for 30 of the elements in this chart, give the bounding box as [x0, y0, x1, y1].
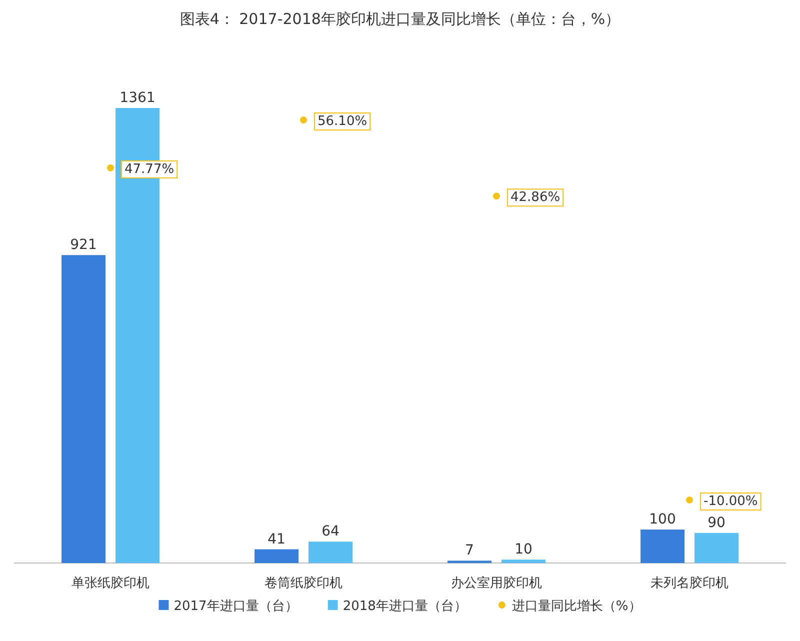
data-label: 90 [708, 514, 726, 531]
data-label: 56.10% [318, 114, 368, 129]
x-tick-label: 未列名胶印机 [650, 576, 728, 591]
data-label: 41 [268, 531, 286, 548]
data-label: 42.86% [510, 190, 560, 206]
bar [62, 255, 106, 563]
data-label: 921 [70, 237, 97, 254]
legend-label: 进口量同比增长（%） [512, 599, 642, 614]
chart-title: 图表4： 2017-2018年胶印机进口量及同比增长（单位：台，%） [180, 10, 620, 28]
bar [254, 549, 298, 563]
bar [640, 530, 684, 563]
data-label: 100 [649, 512, 676, 528]
x-tick-label: 卷筒纸胶印机 [264, 576, 342, 591]
legend-label: 2018年进口量（台） [342, 599, 467, 614]
data-label: 7 [465, 542, 474, 559]
point [493, 192, 500, 200]
data-label: 1361 [120, 90, 156, 106]
data-label: 47.77% [124, 162, 174, 177]
x-tick-label: 办公室用胶印机 [451, 575, 542, 591]
bar [308, 542, 352, 563]
point [300, 116, 307, 124]
data-label: -10.00% [704, 494, 758, 509]
bar [694, 532, 738, 563]
point [686, 496, 693, 504]
data-label: 10 [514, 542, 532, 558]
data-label: 64 [322, 524, 340, 540]
x-tick-label: 单张纸胶印机 [72, 576, 150, 591]
bar [502, 560, 546, 563]
legend-label: 2017年进口量（台） [174, 599, 298, 614]
point [107, 164, 114, 172]
